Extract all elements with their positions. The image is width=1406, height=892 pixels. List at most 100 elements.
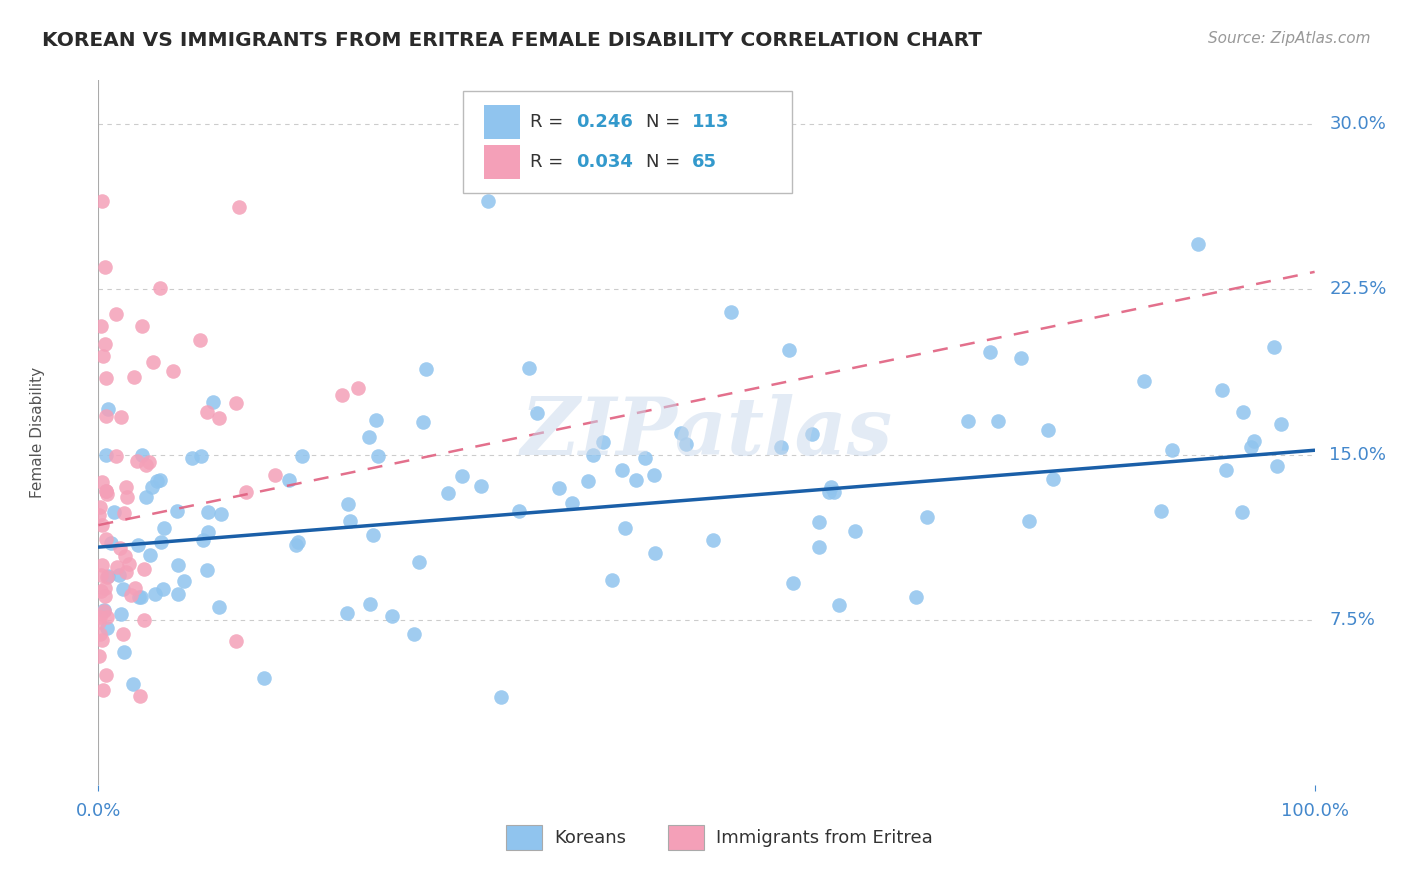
Point bbox=[202, 395, 225, 409]
Point bbox=[181, 451, 204, 466]
Point bbox=[517, 360, 540, 375]
Point bbox=[93, 603, 115, 617]
Point bbox=[108, 541, 131, 556]
Point bbox=[720, 304, 742, 318]
Text: 30.0%: 30.0% bbox=[1329, 115, 1386, 133]
Point bbox=[359, 597, 381, 611]
Text: Female Disability: Female Disability bbox=[30, 367, 45, 499]
Point bbox=[1215, 463, 1237, 477]
Point bbox=[330, 388, 353, 402]
Point bbox=[149, 281, 172, 295]
Point bbox=[357, 430, 380, 444]
Point bbox=[702, 533, 724, 547]
Point bbox=[120, 588, 142, 602]
Point bbox=[89, 568, 111, 582]
Point bbox=[287, 535, 309, 549]
Point bbox=[979, 344, 1001, 359]
Point bbox=[225, 396, 247, 410]
Point bbox=[115, 480, 138, 494]
Point bbox=[110, 409, 132, 424]
Point bbox=[173, 574, 195, 589]
Point bbox=[1160, 443, 1182, 458]
Point bbox=[905, 590, 928, 604]
Point bbox=[508, 504, 530, 518]
Point bbox=[112, 626, 135, 640]
Point bbox=[197, 524, 219, 539]
Point bbox=[820, 480, 842, 494]
Point bbox=[146, 475, 169, 489]
Point bbox=[470, 479, 492, 493]
Point bbox=[547, 481, 569, 495]
Point bbox=[489, 690, 512, 704]
Point bbox=[94, 668, 117, 682]
Point bbox=[132, 613, 155, 627]
Point bbox=[207, 600, 229, 615]
Point bbox=[89, 500, 111, 514]
Point bbox=[1240, 440, 1263, 454]
Point bbox=[91, 475, 114, 489]
Point bbox=[526, 406, 548, 420]
Point bbox=[94, 484, 117, 499]
Point bbox=[336, 497, 359, 511]
Point bbox=[112, 582, 135, 596]
Point bbox=[1010, 351, 1032, 366]
Point bbox=[166, 504, 188, 518]
Point bbox=[90, 558, 112, 572]
Point bbox=[1230, 505, 1253, 519]
Point bbox=[135, 458, 157, 472]
Point bbox=[1187, 236, 1209, 251]
Point bbox=[139, 548, 162, 562]
Point bbox=[134, 562, 156, 576]
Point bbox=[451, 468, 474, 483]
FancyBboxPatch shape bbox=[668, 825, 704, 850]
Point bbox=[361, 528, 384, 542]
Point bbox=[124, 581, 146, 595]
Point bbox=[644, 546, 666, 560]
Point bbox=[561, 495, 583, 509]
Point bbox=[107, 559, 129, 574]
Point bbox=[1042, 472, 1064, 486]
Text: Koreans: Koreans bbox=[554, 829, 627, 847]
Point bbox=[96, 483, 118, 498]
Point bbox=[778, 343, 800, 357]
Point bbox=[96, 487, 118, 501]
Point bbox=[94, 533, 117, 547]
Point bbox=[1211, 383, 1233, 397]
Point bbox=[602, 573, 624, 587]
Point bbox=[1133, 374, 1156, 388]
Point bbox=[167, 558, 190, 572]
Point bbox=[96, 610, 118, 624]
Point bbox=[915, 509, 938, 524]
Point bbox=[129, 591, 152, 605]
Point bbox=[149, 473, 172, 487]
Point bbox=[367, 449, 389, 463]
Text: 15.0%: 15.0% bbox=[1329, 446, 1386, 464]
Point bbox=[1150, 503, 1173, 517]
Point bbox=[142, 355, 165, 369]
Point bbox=[578, 474, 600, 488]
Point bbox=[1232, 405, 1254, 419]
Point bbox=[138, 455, 160, 469]
Point bbox=[91, 682, 114, 697]
Point bbox=[197, 505, 219, 519]
Point bbox=[122, 369, 145, 384]
Point bbox=[827, 598, 849, 612]
Point bbox=[94, 337, 117, 351]
Point bbox=[956, 414, 979, 428]
Point bbox=[122, 677, 145, 691]
Point bbox=[103, 505, 125, 519]
Point bbox=[987, 414, 1010, 428]
Point bbox=[769, 440, 792, 454]
Point bbox=[90, 584, 112, 599]
Point bbox=[346, 382, 368, 396]
Point bbox=[97, 568, 120, 582]
Text: 0.034: 0.034 bbox=[576, 153, 633, 171]
Point bbox=[782, 576, 804, 591]
Point bbox=[105, 307, 128, 321]
Point bbox=[1270, 417, 1292, 431]
Point bbox=[93, 260, 115, 275]
Point bbox=[415, 361, 437, 376]
Point bbox=[1263, 340, 1285, 354]
Text: 22.5%: 22.5% bbox=[1329, 280, 1386, 299]
Point bbox=[1036, 423, 1059, 437]
